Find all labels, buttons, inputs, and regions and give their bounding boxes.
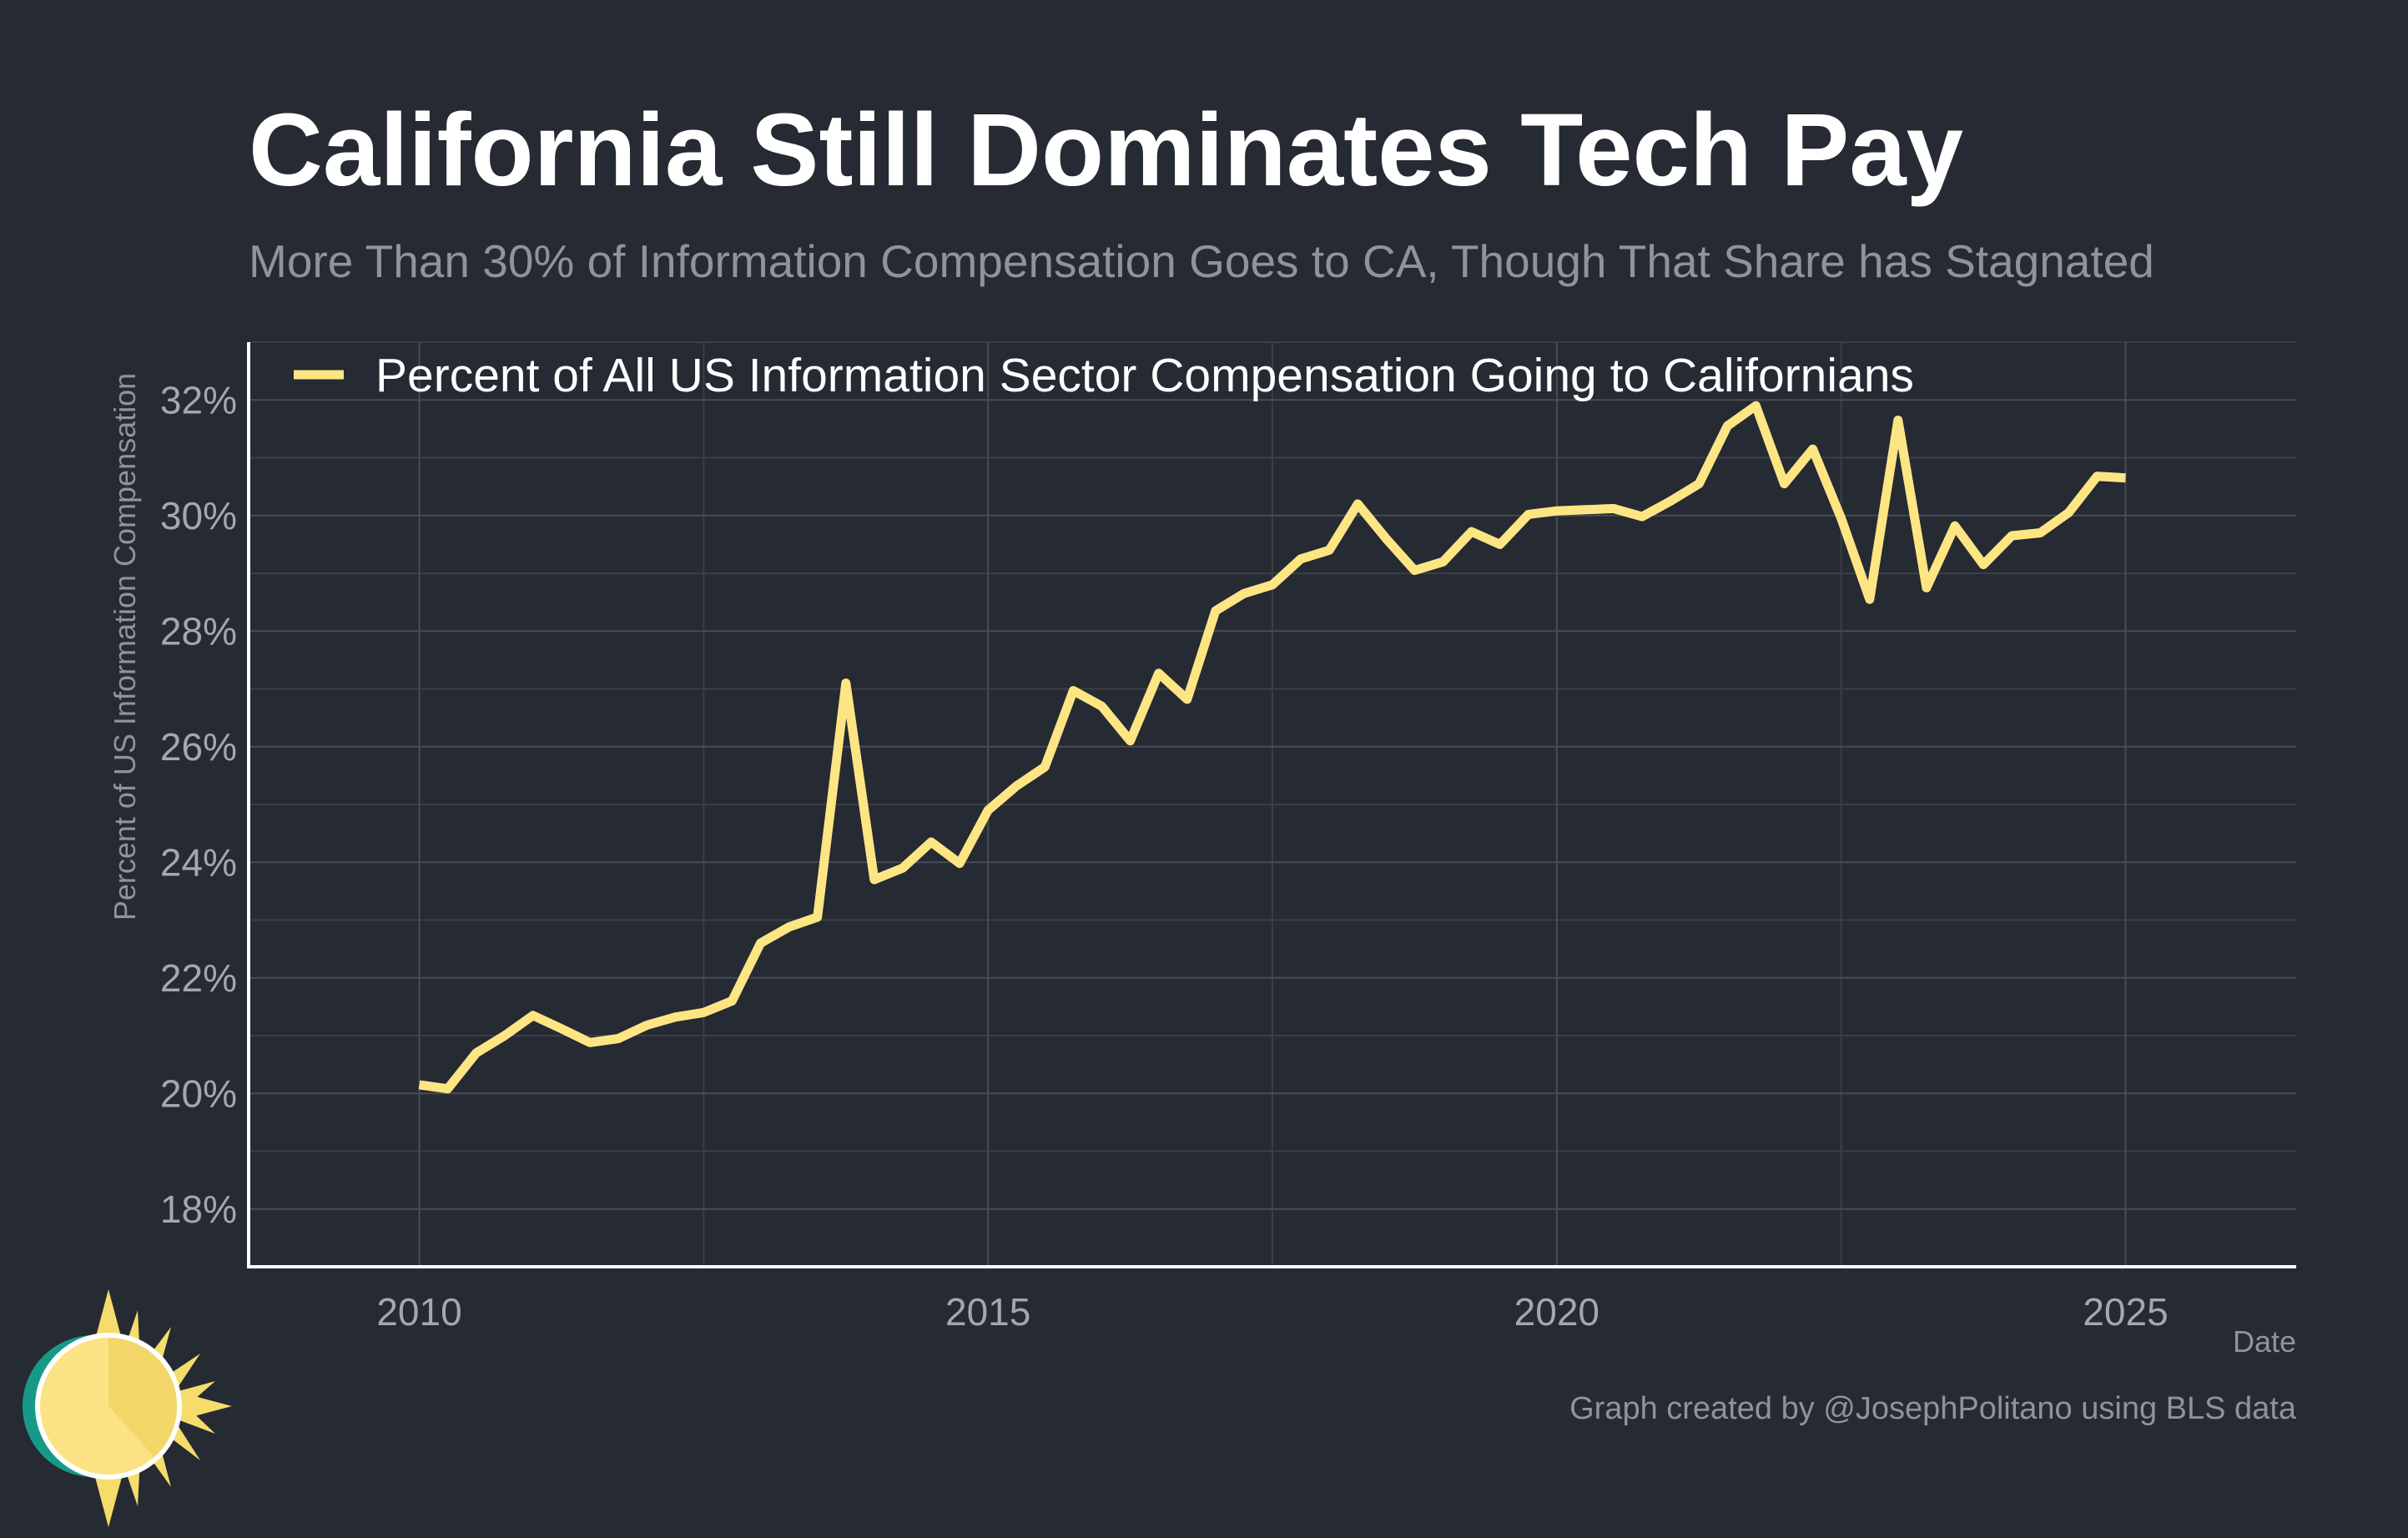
- x-axis-title: Date: [2233, 1324, 2296, 1359]
- x-tick-label: 2020: [1514, 1290, 1599, 1334]
- y-tick-label: 28%: [160, 609, 237, 653]
- chart-title: California Still Dominates Tech Pay: [249, 93, 1963, 208]
- x-tick-label: 2010: [376, 1290, 461, 1334]
- x-axis-ticks: 2010 2015 2020 2025: [376, 1290, 2168, 1334]
- y-tick-label: 32%: [160, 378, 237, 421]
- chart-subtitle: More Than 30% of Information Compensatio…: [249, 235, 2154, 287]
- y-axis-ticks: 18% 20% 22% 24% 26% 28% 30% 32%: [160, 378, 237, 1231]
- y-tick-label: 20%: [160, 1072, 237, 1115]
- y-tick-label: 22%: [160, 956, 237, 1000]
- series-layer: [418, 401, 2126, 1094]
- x-tick-label: 2015: [945, 1290, 1030, 1334]
- legend: Percent of All US Information Sector Com…: [294, 349, 1914, 402]
- y-axis-title: Percent of US Information Compensation: [108, 373, 142, 920]
- grid: [249, 341, 2296, 1268]
- caption: Graph created by @JosephPolitano using B…: [1569, 1391, 2297, 1426]
- y-tick-label: 26%: [160, 725, 237, 769]
- series-line-0: [418, 401, 2126, 1094]
- y-tick-label: 24%: [160, 840, 237, 884]
- legend-label: Percent of All US Information Sector Com…: [375, 349, 1914, 402]
- y-tick-label: 18%: [160, 1188, 237, 1231]
- x-tick-label: 2025: [2083, 1290, 2168, 1334]
- sun-logo-icon: [23, 1289, 232, 1527]
- y-tick-label: 30%: [160, 494, 237, 537]
- axes: [247, 342, 2296, 1268]
